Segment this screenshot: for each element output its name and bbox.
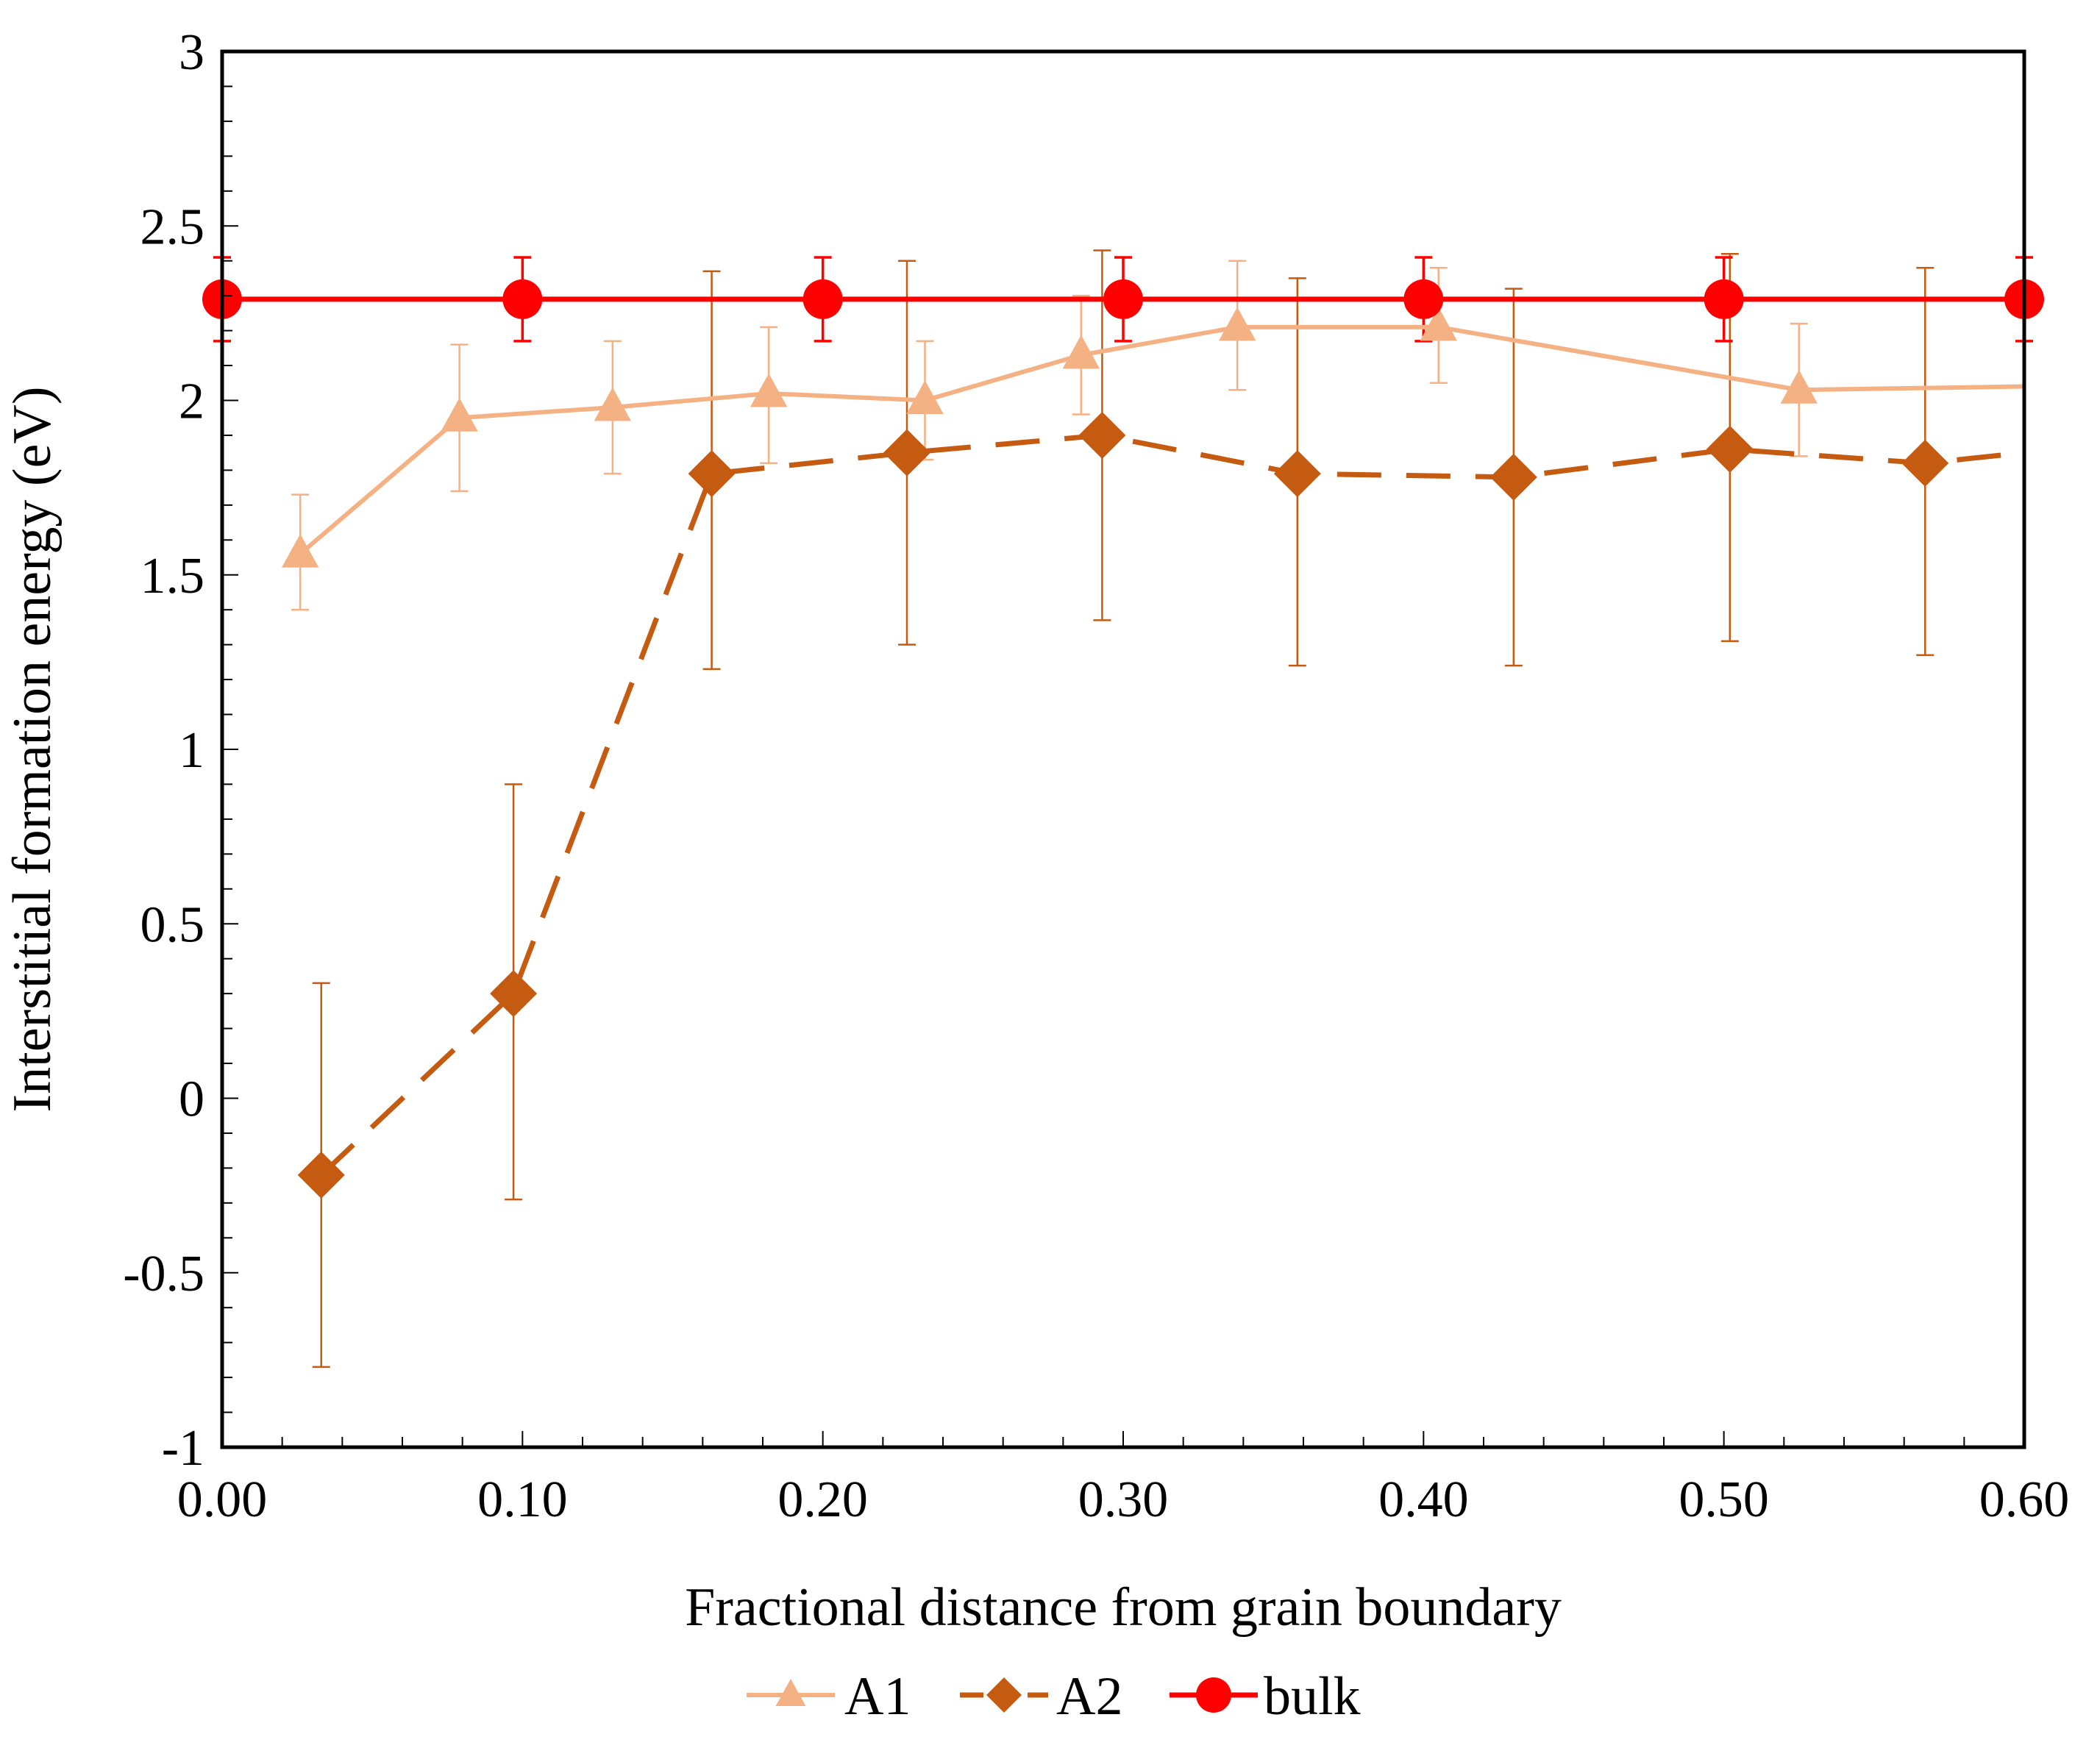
y-tick-label: 1.5 [140, 548, 205, 604]
y-tick-label: 0 [179, 1071, 204, 1128]
a1-data-point [1420, 307, 1457, 341]
axes: -1 -0.5 0 0.5 1 1.5 2 2.5 3 0.00 0.10 0.20 0.30 0.40 0… [123, 24, 2069, 1528]
a2-data-point [297, 1151, 345, 1199]
bulk-data-point [802, 279, 843, 319]
y-tick-label: -0.5 [123, 1246, 204, 1302]
legend-item-a2: A2 [960, 1666, 1122, 1727]
a1-series-line [299, 324, 2025, 556]
legend-label: bulk [1264, 1666, 1361, 1727]
x-axis-title: Fractional distance from grain boundary [685, 1577, 1562, 1638]
legend-item-bulk: bulk [1170, 1666, 1361, 1727]
x-tick-label: 0.40 [1378, 1471, 1469, 1528]
series-markers [202, 279, 2044, 1199]
y-tick-label: 0.5 [140, 896, 205, 953]
bulk-data-point [1403, 279, 1444, 319]
legend-label: A2 [1056, 1666, 1122, 1727]
a2-series-line [319, 432, 2025, 1177]
a1-data-point [281, 533, 319, 568]
legend-label: A1 [844, 1666, 911, 1727]
a1-data-point [594, 387, 632, 421]
a2-data-point [1706, 425, 1754, 473]
a2-data-point [1901, 439, 1949, 487]
x-tick-label: 0.50 [1679, 1471, 1769, 1528]
a2-data-point [490, 970, 538, 1018]
a2-data-point [1273, 450, 1321, 498]
bulk-data-point [1103, 279, 1143, 319]
bulk-data-point [1704, 279, 1744, 319]
x-tick-label: 0.30 [1078, 1471, 1169, 1528]
legend-marker [986, 1677, 1022, 1713]
x-tick-label: 0.20 [777, 1471, 868, 1528]
y-tick-label: 1 [179, 722, 204, 779]
y-tick-label: 2.5 [140, 199, 205, 255]
x-tick-label: 0.10 [477, 1471, 568, 1528]
x-tick-label: 0.60 [1979, 1471, 2070, 1528]
y-tick-label: 3 [179, 24, 204, 81]
legend-item-a1: A1 [747, 1666, 911, 1727]
a1-data-point [1218, 307, 1256, 341]
legend-marker [1196, 1677, 1231, 1713]
series-lines [222, 296, 2025, 1177]
a1-data-point [750, 373, 788, 407]
a1-data-point [906, 380, 944, 415]
a1-data-point [1780, 369, 1818, 404]
legend-marker [775, 1678, 806, 1706]
legend: A1 A2 bulk [747, 1666, 1361, 1727]
a2-data-point [688, 450, 736, 498]
y-axis-title: Interstitial formation energy (eV) [2, 386, 63, 1112]
y-tick-label: 2 [179, 374, 204, 430]
a1-data-point [1062, 335, 1100, 369]
a2-data-point [1078, 411, 1126, 459]
bulk-data-point [502, 279, 543, 319]
a2-data-point [883, 429, 930, 477]
a2-data-point [1489, 453, 1537, 501]
a1-data-point [441, 397, 478, 432]
x-tick-label: 0.00 [177, 1471, 268, 1528]
y-tick-label: -1 [162, 1420, 204, 1477]
